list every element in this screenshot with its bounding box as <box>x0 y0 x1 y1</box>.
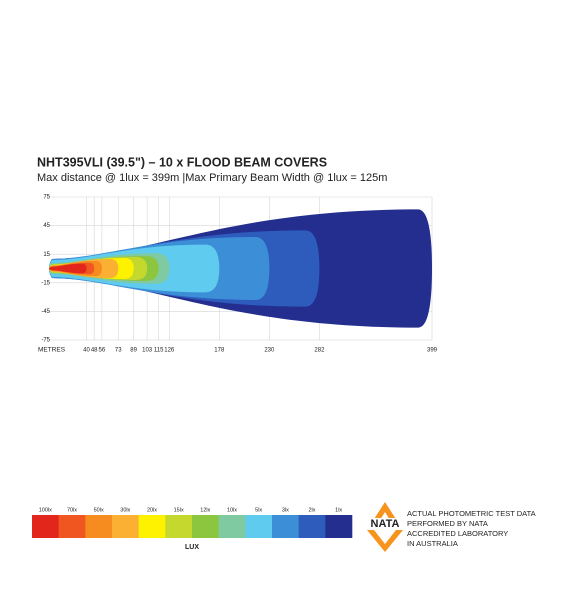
logo-text: NATA <box>371 518 400 530</box>
legend-label: 30lx <box>120 507 130 513</box>
badge-line: ACCREDITED LABORATORY <box>407 529 508 538</box>
legend-label: 100lx <box>39 507 52 513</box>
x-tick-label: 56 <box>99 348 106 354</box>
x-tick-label: 230 <box>264 348 275 354</box>
legend-swatch <box>165 515 193 538</box>
legend-label: 50lx <box>94 507 104 513</box>
legend-swatch <box>272 515 299 538</box>
x-tick-label: 178 <box>214 348 225 354</box>
beam-contour <box>49 263 87 274</box>
x-tick-label: 103 <box>142 348 153 354</box>
legend-swatch <box>325 515 353 538</box>
legend-label: 3lx <box>282 507 289 513</box>
x-tick-label: 48 <box>91 348 98 354</box>
logo-band <box>366 518 404 530</box>
legend-swatch <box>245 515 273 538</box>
x-tick-label: 89 <box>130 348 137 354</box>
legend-label: 10lx <box>227 507 237 513</box>
y-tick-label: -15 <box>41 280 50 286</box>
nata-logo: NATA <box>366 502 404 552</box>
legend-swatch <box>85 515 113 538</box>
legend-swatch <box>192 515 219 538</box>
chart-title: NHT395VLI (39.5") – 10 x FLOOD BEAM COVE… <box>37 155 327 169</box>
x-tick-label: 399 <box>427 348 438 354</box>
legend-label: 5lx <box>255 507 262 513</box>
badge-line: ACTUAL PHOTOMETRIC TEST DATA <box>407 509 536 518</box>
badge-line: IN AUSTRALIA <box>407 539 458 548</box>
badge-line: PERFORMED BY NATA <box>407 519 488 528</box>
legend-swatch <box>218 515 246 538</box>
legend-swatch <box>58 515 86 538</box>
y-tick-label: -75 <box>41 338 50 344</box>
legend-swatch <box>298 515 326 538</box>
x-tick-label: 126 <box>164 348 175 354</box>
x-tick-label: 115 <box>154 348 164 354</box>
y-tick-label: -45 <box>41 309 50 315</box>
legend-label: 70lx <box>67 507 77 513</box>
y-tick-label: 45 <box>43 223 50 229</box>
x-tick-label: 73 <box>115 348 122 354</box>
legend-swatch <box>138 515 166 538</box>
chart-subtitle: Max distance @ 1lux = 399m |Max Primary … <box>37 172 387 184</box>
legend-swatch <box>112 515 139 538</box>
y-tick-label: 75 <box>43 195 50 201</box>
x-tick-label: 40 <box>83 348 90 354</box>
y-tick-label: 15 <box>43 252 50 258</box>
legend-label: 12lx <box>200 507 210 513</box>
legend-swatch <box>32 515 59 538</box>
x-tick-label: 282 <box>314 348 325 354</box>
legend-label: 2lx <box>308 507 315 513</box>
legend-label: 15lx <box>174 507 184 513</box>
legend-title: LUX <box>185 544 199 551</box>
x-axis-label: METRES <box>38 347 66 354</box>
legend-label: 1lx <box>335 507 342 513</box>
legend-label: 20lx <box>147 507 157 513</box>
